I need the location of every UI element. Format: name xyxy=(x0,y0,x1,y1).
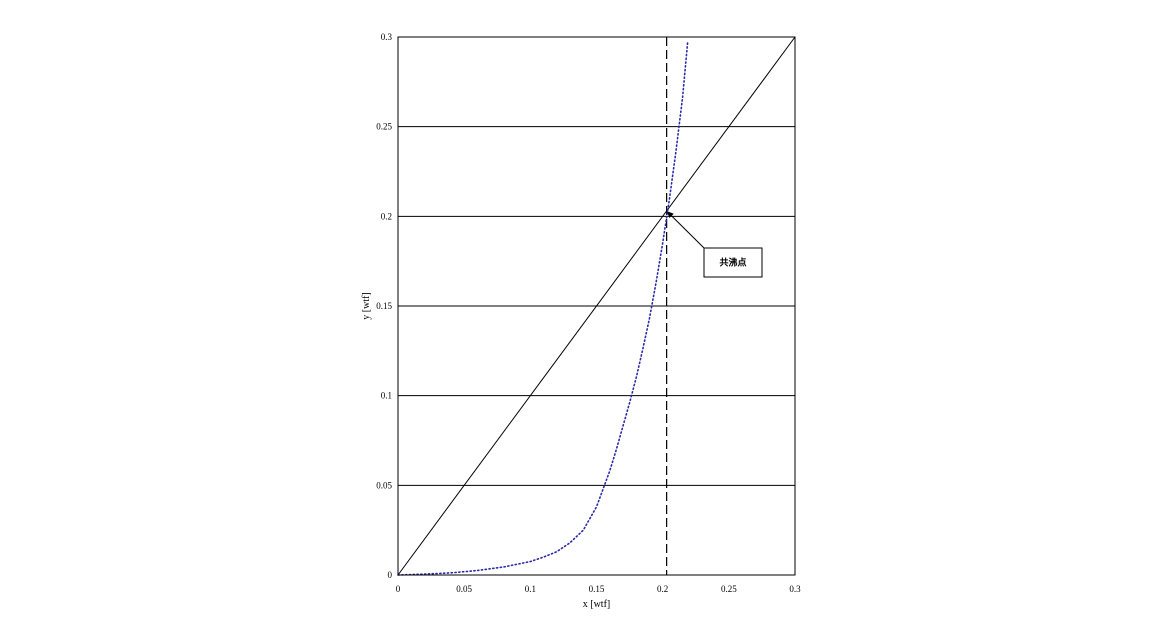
annotation-arrow xyxy=(671,215,705,249)
y-tick-label: 0.1 xyxy=(381,391,392,401)
series-group xyxy=(397,36,796,576)
x-tick-label: 0.1 xyxy=(525,584,536,594)
annotation-label: 共沸点 xyxy=(719,257,746,269)
x-tick-label: 0 xyxy=(396,584,401,594)
equilibrium-curve xyxy=(397,39,689,576)
x-axis-title: x [wtf] xyxy=(583,599,611,610)
annotation-arrow-head xyxy=(666,210,674,219)
plot-frame xyxy=(397,36,796,576)
y-tick-label: 0.15 xyxy=(376,301,392,311)
y-axis-title: y [wtf] xyxy=(361,292,372,320)
y-tick-label: 0.2 xyxy=(381,211,392,221)
annotation-box xyxy=(703,247,763,278)
y-tick-label: 0 xyxy=(388,570,393,580)
y-tick-label: 0.25 xyxy=(376,122,392,132)
x-tick-label: 0.2 xyxy=(657,584,668,594)
y-tick-label: 0.3 xyxy=(381,32,393,42)
x-tick-label: 0.3 xyxy=(789,584,801,594)
y-tick-label: 0.05 xyxy=(376,480,392,490)
tick-labels: 0 0.05 0.1 0.15 0.2 0.25 0.3 0 0.05 0.1 0.15 0.2 0.2… xyxy=(376,32,801,594)
x-tick-label: 0.05 xyxy=(456,584,472,594)
x-tick-label: 0.15 xyxy=(589,584,605,594)
annotation-group: 共沸点 xyxy=(666,210,763,278)
diagonal-line xyxy=(397,36,796,576)
x-tick-label: 0.25 xyxy=(721,584,737,594)
